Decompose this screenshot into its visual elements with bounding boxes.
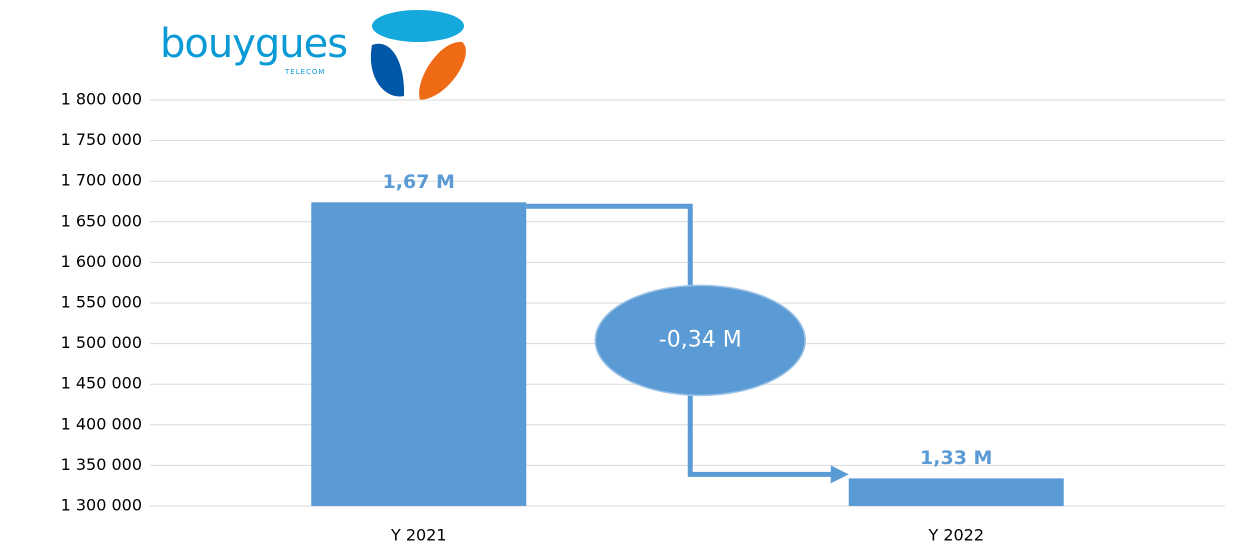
x-tick-label: Y 2021 xyxy=(390,526,447,545)
y-tick-label: 1 500 000 xyxy=(61,333,142,352)
y-tick-label: 1 700 000 xyxy=(61,171,142,190)
y-tick-label: 1 650 000 xyxy=(61,211,142,230)
y-tick-label: 1 450 000 xyxy=(61,374,142,393)
y-tick-label: 1 800 000 xyxy=(61,90,142,109)
value-label: 1,33 M xyxy=(920,447,992,469)
logo-shape xyxy=(372,10,464,42)
y-tick-label: 1 550 000 xyxy=(61,293,142,312)
logo-name: bouygues xyxy=(160,21,347,67)
logo: bouygues TELECOM xyxy=(160,10,466,100)
y-tick-label: 1 750 000 xyxy=(61,130,142,149)
y-tick-label: 1 400 000 xyxy=(61,414,142,433)
x-tick-label: Y 2022 xyxy=(927,526,984,545)
bar xyxy=(311,202,527,506)
y-tick-label: 1 350 000 xyxy=(61,455,142,474)
logo-shape xyxy=(370,43,405,97)
annotation-bubble xyxy=(594,284,806,397)
y-tick-label: 1 300 000 xyxy=(61,496,142,515)
y-tick-label: 1 600 000 xyxy=(61,252,142,271)
bar xyxy=(848,478,1064,506)
arrow-head xyxy=(830,465,849,484)
value-label: 1,67 M xyxy=(383,171,455,193)
logo-sub: TELECOM xyxy=(284,68,325,76)
annotation: -0,34 M xyxy=(659,327,742,352)
logo-shape xyxy=(419,41,466,100)
